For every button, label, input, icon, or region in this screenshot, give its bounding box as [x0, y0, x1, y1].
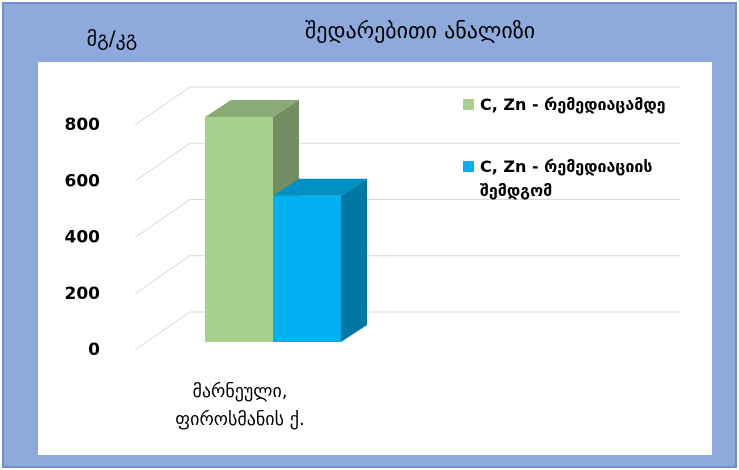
- y-tick-label: 400: [65, 228, 101, 248]
- y-axis-label: მგ/კგ: [87, 27, 138, 51]
- grid-line: [134, 199, 680, 238]
- legend-swatch: [463, 99, 474, 110]
- bar: [205, 100, 299, 342]
- bar-top: [205, 100, 299, 117]
- bar-front: [273, 195, 341, 342]
- legend-label: C, Zn - რემედიაციის შემდგომ: [480, 157, 653, 200]
- y-tick-label: 200: [65, 284, 101, 304]
- x-tick-label: მარნეული, ფიროსმანის ქ.: [175, 381, 305, 430]
- chart-title: შედარებითი ანალიზი: [305, 19, 535, 44]
- y-tick-label: 0: [88, 340, 100, 360]
- bar: [273, 178, 367, 342]
- grid-line: [134, 86, 680, 126]
- plot-area: [38, 62, 712, 455]
- grid-line: [134, 311, 680, 351]
- legend-label: C, Zn - რემედიაცამდე: [480, 95, 666, 114]
- y-tick-label: 800: [65, 115, 101, 135]
- bar-front: [205, 117, 273, 342]
- grid-line: [134, 142, 680, 182]
- legend-swatch: [463, 161, 474, 172]
- bar-top: [273, 178, 367, 196]
- bar-side: [341, 178, 367, 342]
- grid-line: [134, 255, 680, 295]
- y-tick-label: 600: [65, 171, 101, 191]
